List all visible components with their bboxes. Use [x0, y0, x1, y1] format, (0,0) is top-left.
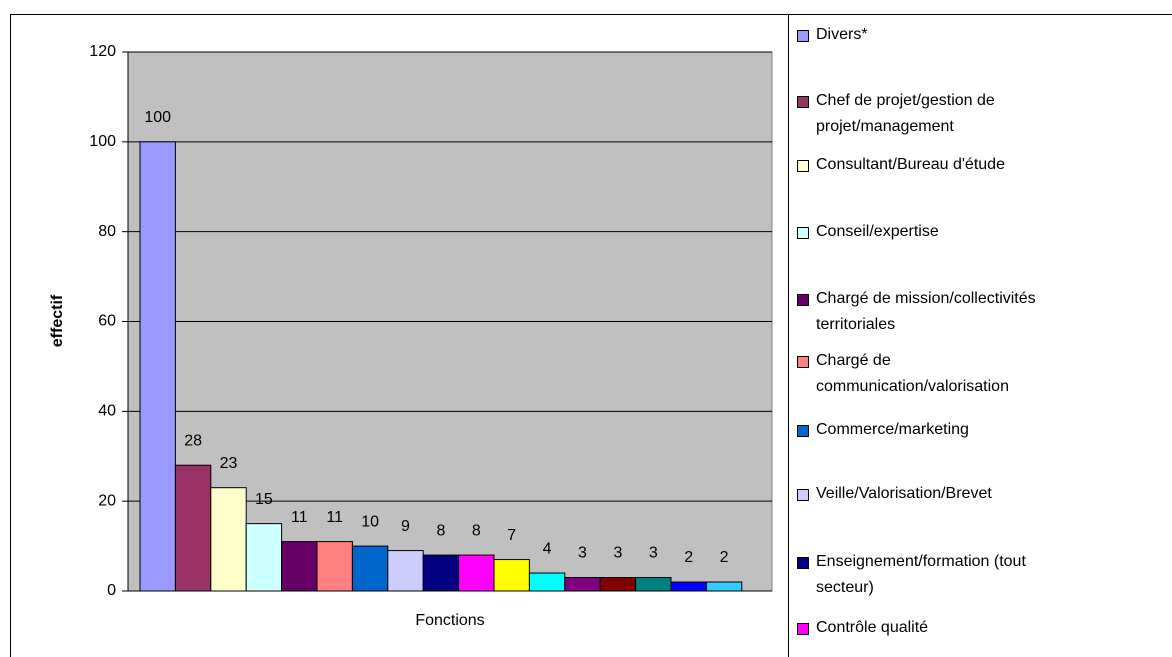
value-label: 8	[472, 522, 481, 539]
bar	[635, 577, 672, 592]
legend-swatch	[797, 425, 809, 437]
legend-item: Enseignement/formation (tout secteur)	[797, 549, 1077, 601]
value-label: 4	[543, 540, 552, 557]
legend-item: Divers*	[797, 22, 1077, 48]
legend-item: Conseil/expertise	[797, 219, 1077, 245]
legend-label: Divers*	[816, 26, 868, 43]
y-tick-label: 80	[98, 223, 116, 240]
value-label: 7	[507, 527, 516, 544]
legend-swatch	[797, 96, 809, 108]
value-label: 2	[720, 549, 729, 566]
legend-label: Conseil/expertise	[816, 223, 939, 240]
bar	[139, 141, 176, 592]
bar	[281, 541, 318, 592]
bar	[705, 581, 743, 592]
legend-swatch	[797, 227, 809, 239]
legend-label: Contrôle qualité	[816, 619, 929, 636]
legend-label: Chef de projet/gestion de projet/managem…	[816, 92, 995, 135]
value-label: 11	[291, 509, 308, 526]
legend-swatch	[797, 489, 809, 501]
bar	[210, 487, 247, 592]
value-label: 3	[649, 545, 658, 562]
legend-swatch	[797, 623, 809, 635]
y-tick-label: 20	[98, 492, 116, 509]
legend-item: Chargé de mission/collectivités territor…	[797, 286, 1077, 338]
legend-label: Consultant/Bureau d'étude	[816, 156, 1005, 173]
bar	[528, 572, 566, 592]
legend-item: Contrôle qualité	[797, 615, 1077, 641]
bar	[351, 545, 389, 592]
value-label: 9	[401, 518, 410, 535]
bar	[458, 554, 495, 592]
bar	[670, 581, 707, 592]
value-label: 8	[436, 522, 445, 539]
value-label: 10	[361, 513, 379, 530]
legend-swatch	[797, 356, 809, 368]
legend-label: Enseignement/formation (tout secteur)	[816, 553, 1026, 596]
legend-label: Chargé de communication/valorisation	[816, 352, 1009, 395]
bar	[387, 550, 424, 592]
value-label: 15	[255, 491, 273, 508]
legend-swatch	[797, 557, 809, 569]
legend-item: Chef de projet/gestion de projet/managem…	[797, 88, 1077, 140]
value-label: 2	[684, 549, 693, 566]
y-tick-label: 40	[98, 403, 116, 420]
bar	[174, 464, 212, 592]
bar	[316, 541, 353, 592]
legend-item: Chargé de communication/valorisation	[797, 348, 1077, 400]
value-label: 100	[144, 109, 171, 126]
bar	[599, 577, 637, 592]
value-label: 11	[326, 509, 343, 526]
legend-swatch	[797, 160, 809, 172]
value-label: 23	[220, 455, 238, 472]
bar	[245, 523, 283, 592]
value-label: 3	[613, 545, 622, 562]
legend-item: Commerce/marketing	[797, 417, 1077, 443]
legend-label: Chargé de mission/collectivités territor…	[816, 290, 1036, 333]
y-tick-label: 100	[89, 133, 116, 150]
bar	[422, 554, 460, 592]
x-axis-label: Fonctions	[415, 612, 484, 629]
bar	[564, 577, 601, 592]
legend-item: Veille/Valorisation/Brevet	[797, 481, 1077, 507]
legend-swatch	[797, 294, 809, 306]
y-tick-label: 120	[89, 43, 116, 60]
legend-swatch	[797, 30, 809, 42]
legend-item: Consultant/Bureau d'étude	[797, 152, 1077, 178]
bar	[493, 559, 530, 592]
y-axis-label: effectif	[49, 294, 66, 347]
value-label: 3	[578, 545, 587, 562]
value-label: 28	[184, 432, 202, 449]
legend-label: Commerce/marketing	[816, 421, 969, 438]
legend-label: Veille/Valorisation/Brevet	[816, 485, 992, 502]
y-tick-label: 0	[107, 582, 116, 599]
y-tick-label: 60	[98, 313, 116, 330]
